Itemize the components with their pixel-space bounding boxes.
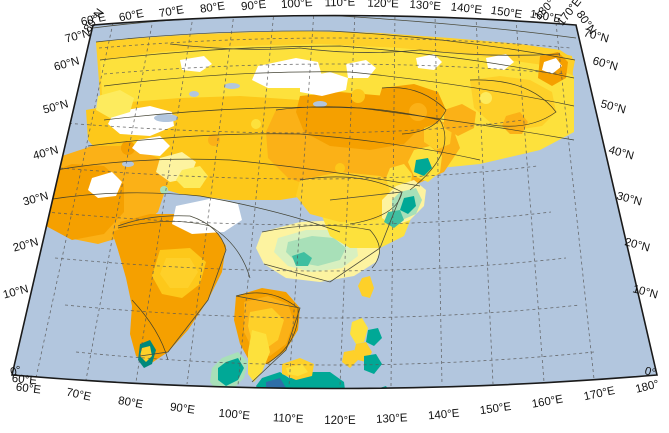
- lon-label-top: 150°E: [490, 5, 523, 21]
- lon-label-bottom: 140°E: [428, 408, 461, 423]
- lat-label-left: 60°N: [53, 55, 81, 73]
- lon-label-bottom: 90°E: [169, 401, 196, 416]
- top-longitude-labels: 60°E 70°E 80°E 90°E 100°E 110°E 120°E 13…: [118, 0, 584, 28]
- lon-label-top: 100°E: [281, 0, 314, 11]
- lat-label-left: 70°N: [64, 27, 92, 45]
- lon-label-top: 60°E: [118, 8, 145, 25]
- lon-label-bottom: 80°E: [117, 395, 144, 411]
- lon-label-top: 160°E: [529, 8, 562, 25]
- lon-label-bottom-180: 180°: [634, 378, 660, 395]
- lon-label-top: 140°E: [450, 1, 483, 16]
- lon-label-bottom: 70°E: [65, 387, 92, 404]
- lon-label-corner-bottomleft: 60°E: [11, 373, 38, 388]
- lat-label-left: 20°N: [12, 236, 40, 254]
- bottom-longitude-labels: 60°E 70°E 80°E 90°E 100°E 110°E 120°E 13…: [15, 378, 660, 427]
- lat-label-right: 30°N: [615, 190, 643, 208]
- lon-label-bottom: 60°E: [15, 382, 42, 397]
- lon-label-bottom: 120°E: [324, 415, 356, 427]
- lon-label-top: 120°E: [367, 0, 399, 10]
- lat-label-left: 50°N: [42, 98, 70, 116]
- lat-label-right-equator: 0°: [643, 365, 657, 379]
- lon-label-bottom: 170°E: [583, 385, 617, 403]
- lon-label-top: 110°E: [324, 0, 355, 9]
- lon-label-top: 90°E: [241, 0, 268, 13]
- lon-label-bottom: 160°E: [531, 393, 564, 410]
- lon-label-top: 130°E: [409, 0, 442, 13]
- lon-label-bottom: 100°E: [218, 408, 251, 423]
- lon-label-top: 70°E: [158, 4, 185, 20]
- lat-label-right: 40°N: [607, 144, 635, 162]
- lat-label-left: 40°N: [32, 144, 60, 162]
- lon-label-bottom: 150°E: [479, 401, 512, 417]
- corner-labels: 60°E 60°E: [11, 12, 107, 388]
- lat-label-left: 10°N: [2, 283, 30, 301]
- lon-label-bottom: 130°E: [376, 412, 408, 426]
- lat-label-left-equator: 0°: [9, 364, 23, 378]
- lat-label-right: 50°N: [599, 98, 627, 116]
- lon-label-top: 80°E: [199, 0, 226, 15]
- graticule: [26, 15, 595, 387]
- map-frame: [11, 14, 658, 390]
- lon-label-bottom: 110°E: [273, 412, 305, 426]
- lat-label-left: 30°N: [22, 190, 50, 208]
- lat-label-right: 70°N: [582, 27, 610, 45]
- lat-label-right: 60°N: [591, 55, 619, 73]
- lon-label-corner-topleft: 60°E: [80, 12, 107, 29]
